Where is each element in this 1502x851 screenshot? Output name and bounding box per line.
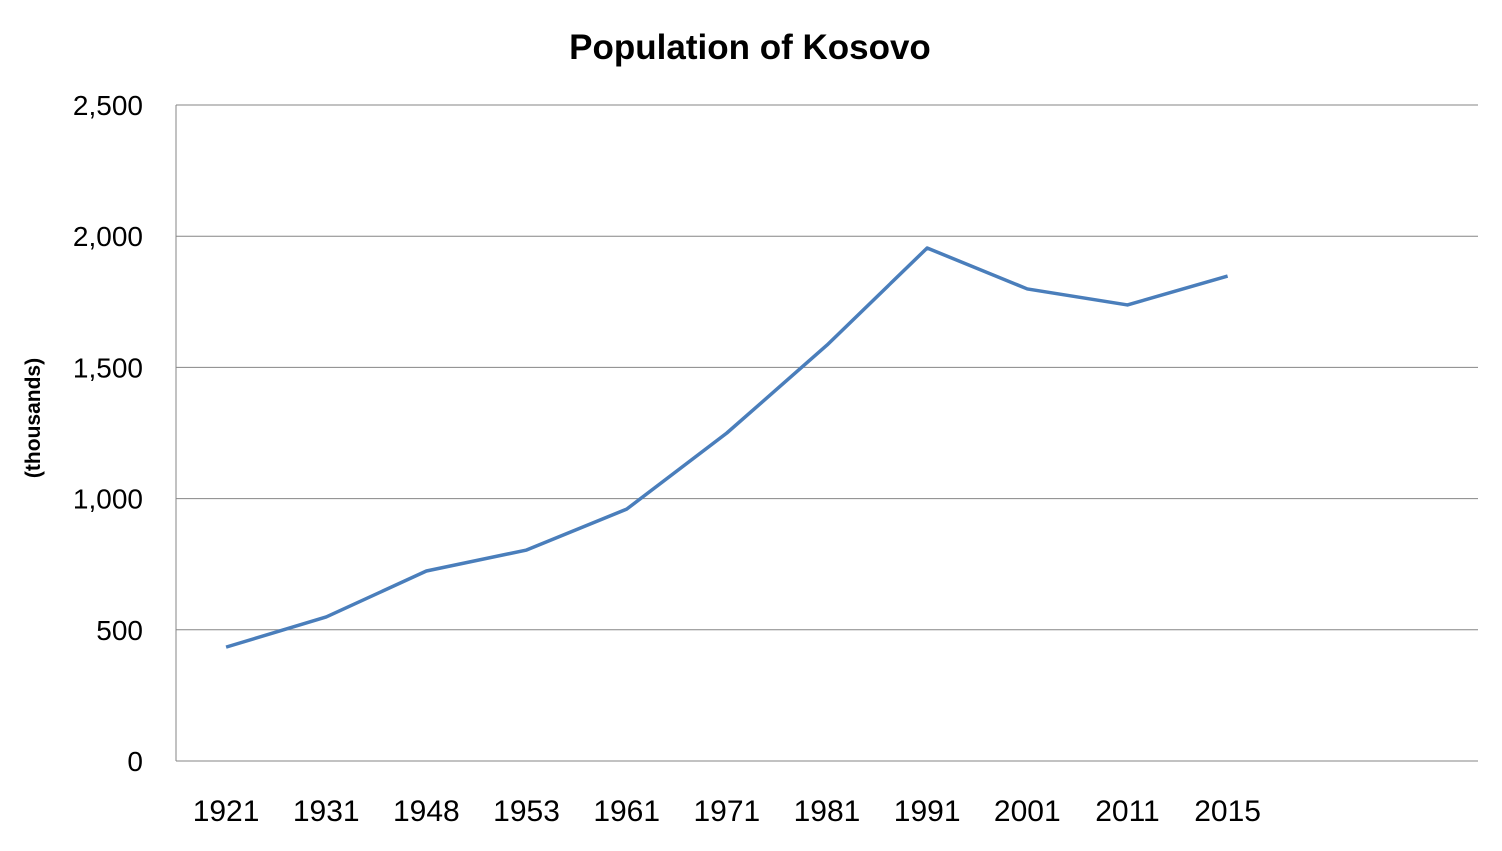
y-tick-label: 0 [127, 746, 143, 777]
x-tick-label: 1991 [894, 795, 961, 828]
x-tick-label: 1981 [794, 795, 861, 828]
y-tick-label: 2,500 [73, 90, 143, 121]
y-axis-label: (thousands) [22, 358, 45, 478]
y-tick-label: 2,000 [73, 221, 143, 252]
x-tick-label: 1953 [493, 795, 560, 828]
x-tick-label: 1931 [293, 795, 360, 828]
series-line [226, 248, 1228, 647]
chart-title: Population of Kosovo [569, 28, 931, 67]
x-tick-label: 1971 [693, 795, 760, 828]
y-tick-label: 1,500 [73, 352, 143, 383]
x-tick-label: 1921 [193, 795, 260, 828]
x-tick-label: 1961 [593, 795, 660, 828]
x-tick-label: 2001 [994, 795, 1061, 828]
x-tick-label: 2015 [1194, 795, 1261, 828]
x-tick-label: 2011 [1095, 795, 1160, 828]
y-tick-label: 1,000 [73, 484, 143, 515]
y-tick-label: 500 [96, 615, 143, 646]
x-tick-label: 1948 [393, 795, 460, 828]
